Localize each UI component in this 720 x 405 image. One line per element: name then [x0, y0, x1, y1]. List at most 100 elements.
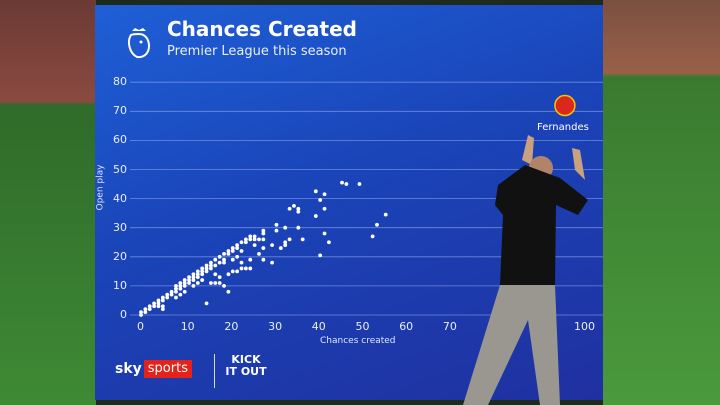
data-point: [248, 266, 253, 271]
data-point: [261, 237, 266, 242]
data-point: [313, 189, 318, 194]
x-tick-label: 30: [268, 320, 283, 333]
y-tick-label: 20: [113, 249, 127, 263]
data-point: [300, 237, 305, 242]
x-tick-label: 70: [442, 320, 457, 333]
y-tick-label: 60: [113, 133, 127, 147]
data-point: [235, 269, 240, 274]
data-point: [252, 234, 257, 239]
data-point: [222, 284, 226, 288]
data-point: [261, 257, 266, 262]
data-point: [261, 231, 266, 236]
data-point: [375, 222, 379, 227]
data-point: [169, 292, 174, 297]
data-point: [243, 237, 248, 242]
y-tick-label: 80: [113, 75, 127, 89]
data-point: [200, 269, 205, 274]
data-point: [370, 234, 375, 239]
data-point: [217, 281, 222, 285]
data-point: [327, 240, 331, 245]
data-point: [296, 206, 301, 211]
data-point: [261, 246, 266, 250]
sky-sports-logo: sky sports: [115, 360, 192, 378]
data-point: [195, 275, 200, 280]
data-point: [209, 263, 213, 268]
data-point: [213, 263, 218, 268]
data-point: [165, 292, 170, 297]
data-point: [257, 237, 261, 242]
data-point: [204, 301, 209, 306]
manchester-united-crest-icon: [554, 94, 576, 117]
data-point: [213, 272, 218, 277]
data-point: [160, 298, 165, 303]
data-point: [178, 292, 183, 297]
data-point: [174, 284, 178, 288]
data-point: [248, 234, 253, 239]
data-point: [178, 284, 183, 288]
data-point: [296, 225, 301, 230]
data-point: [292, 203, 296, 208]
data-point: [230, 257, 235, 262]
data-point: [174, 289, 178, 294]
x-tick-label: 50: [355, 320, 370, 333]
data-point: [143, 310, 148, 314]
sky-wordmark: sky: [115, 360, 142, 377]
data-point: [169, 289, 174, 294]
data-point: [160, 307, 165, 312]
data-point: [182, 278, 187, 282]
data-point: [156, 304, 161, 309]
data-point: [235, 254, 240, 259]
data-point: [209, 281, 213, 285]
data-point: [178, 281, 183, 285]
data-point: [344, 182, 349, 186]
data-point: [383, 212, 388, 217]
data-point: [270, 260, 274, 265]
data-point: [152, 301, 157, 306]
x-tick-label: 10: [180, 320, 195, 333]
data-point: [340, 180, 344, 185]
data-point: [209, 266, 213, 271]
y-tick-label: 10: [113, 278, 127, 292]
data-point: [322, 206, 327, 211]
stadium-background-right: [603, 0, 720, 405]
data-point: [217, 275, 222, 280]
data-point: [187, 281, 191, 285]
data-point: [165, 295, 170, 300]
data-point: [226, 272, 231, 277]
data-point: [243, 240, 248, 245]
x-tick-label: 60: [399, 320, 414, 333]
data-point: [195, 272, 200, 277]
data-point: [160, 295, 165, 300]
data-point: [296, 209, 301, 214]
data-point: [187, 275, 191, 280]
y-tick-label: 70: [113, 104, 127, 118]
data-point: [187, 278, 191, 282]
data-point: [182, 284, 187, 288]
data-point: [213, 257, 218, 262]
x-tick-label: 100: [574, 320, 595, 333]
data-point: [252, 243, 257, 248]
x-tick-label: 40: [311, 320, 326, 333]
premier-league-lion-icon: [128, 28, 151, 59]
data-point: [322, 192, 327, 197]
y-tick-label: 30: [113, 220, 127, 234]
y-tick-label: 40: [113, 191, 127, 205]
presenter-right-arm: [572, 148, 585, 180]
data-point: [313, 214, 318, 218]
data-point: [204, 266, 209, 271]
data-point: [248, 237, 253, 242]
data-point: [222, 251, 226, 256]
data-point: [222, 260, 226, 265]
data-point: [283, 243, 288, 248]
data-point: [235, 246, 240, 250]
data-point: [287, 237, 292, 242]
data-point: [182, 281, 187, 285]
data-point: [357, 182, 362, 186]
data-point: [217, 260, 222, 265]
data-point: [261, 228, 266, 233]
data-point: [143, 307, 148, 312]
data-point: [139, 313, 143, 317]
data-point: [174, 295, 178, 300]
data-point: [270, 243, 274, 248]
data-point: [318, 198, 323, 202]
